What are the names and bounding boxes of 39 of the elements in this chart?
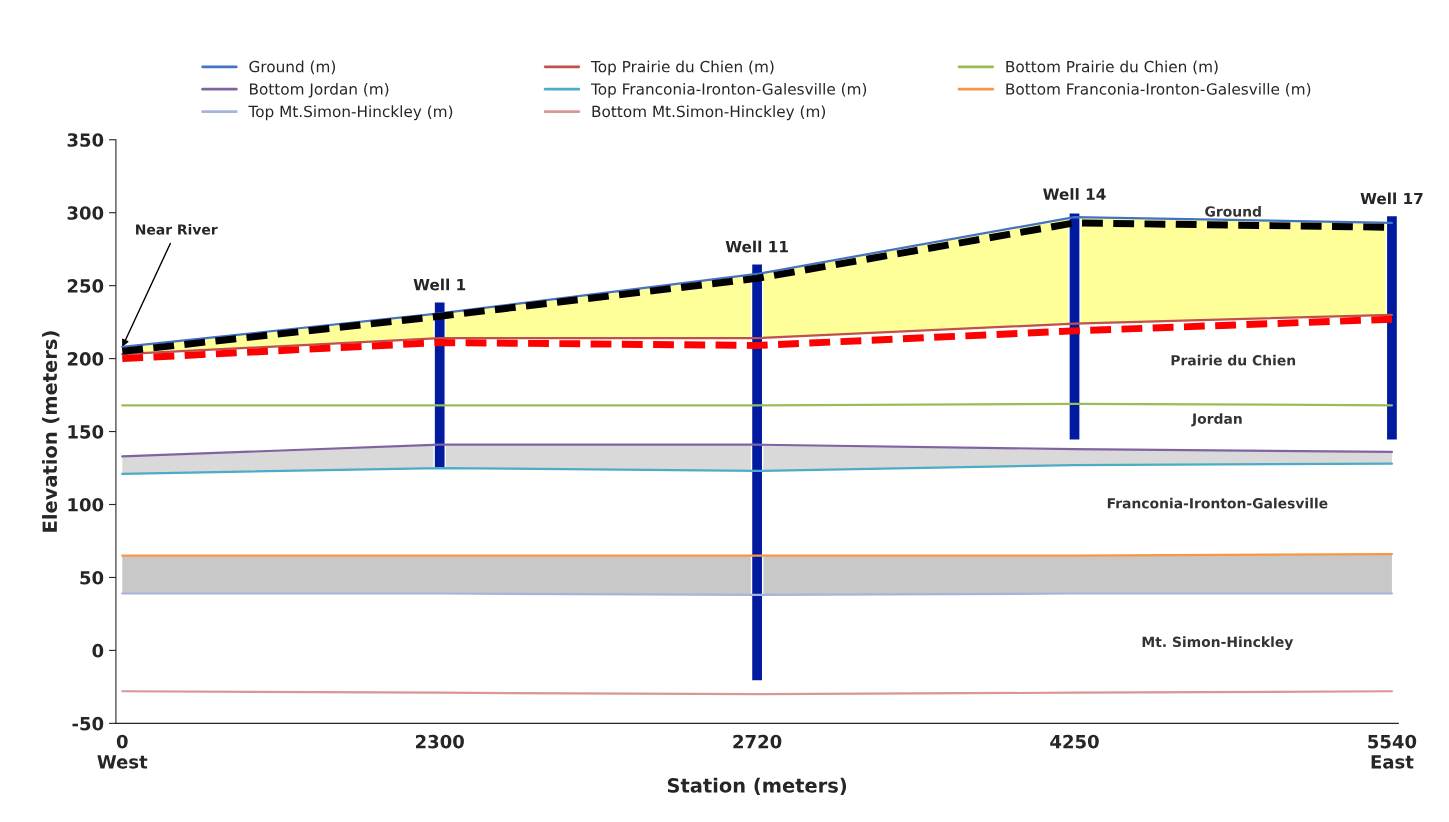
annotation: Well 14 — [1043, 188, 1106, 200]
annotation: Near River — [136, 224, 218, 235]
legend-label: Top Franconia-Ironton-Galesville (m) — [590, 82, 867, 98]
x-tick-label: 2300 — [415, 734, 464, 749]
legend-label: Top Prairie du Chien (m) — [590, 60, 774, 76]
annotation: Ground — [1205, 205, 1261, 217]
line-series — [121, 313, 1394, 356]
y-tick-label: 300 — [67, 206, 104, 220]
annotation: Well 11 — [725, 240, 788, 253]
x-tick-label: 2720 — [733, 734, 782, 749]
y-tick-label: 150 — [68, 425, 104, 439]
bar — [1068, 211, 1081, 441]
legend-label: Bottom Jordan (m) — [249, 82, 389, 98]
y-tick-label: 200 — [67, 352, 104, 366]
y-tick-label: -50 — [72, 716, 104, 731]
y-tick-label: 50 — [80, 570, 104, 585]
y-tick-label: 350 — [67, 133, 104, 147]
line-series — [121, 443, 1394, 458]
x-tick-label: 0 West — [97, 734, 148, 769]
line-series — [121, 462, 1394, 475]
legend-label: Ground (m) — [249, 60, 336, 75]
x-axis-title: Station (meters) — [667, 777, 847, 796]
bar — [1385, 214, 1399, 441]
annotation: Mt. Simon-Hinckley — [1142, 636, 1294, 650]
annotation: Prairie du Chien — [1171, 354, 1296, 366]
legend-label: Bottom Prairie du Chien (m) — [1006, 60, 1218, 75]
y-tick-label: 250 — [67, 279, 104, 293]
annotation: Franconia-Ironton-Galesville — [1107, 497, 1328, 509]
y-axis-title: Elevation (meters) — [42, 331, 60, 532]
legend-label: Bottom Mt.Simon-Hinckley (m) — [592, 105, 826, 121]
x-tick-label: 5540 East — [1368, 734, 1417, 769]
x-tick-label: 4250 — [1050, 734, 1099, 749]
annotation: Well 1 — [413, 278, 466, 291]
y-tick-label: 100 — [68, 497, 104, 512]
annotation: Jordan — [1191, 413, 1242, 427]
annotation: Well 17 — [1360, 192, 1423, 205]
legend-label: Top Mt.Simon-Hinckley (m) — [248, 105, 453, 121]
y-tick-label: 0 — [92, 643, 104, 658]
legend-label: Bottom Franconia-Ironton-Galesville (m) — [1006, 82, 1311, 97]
